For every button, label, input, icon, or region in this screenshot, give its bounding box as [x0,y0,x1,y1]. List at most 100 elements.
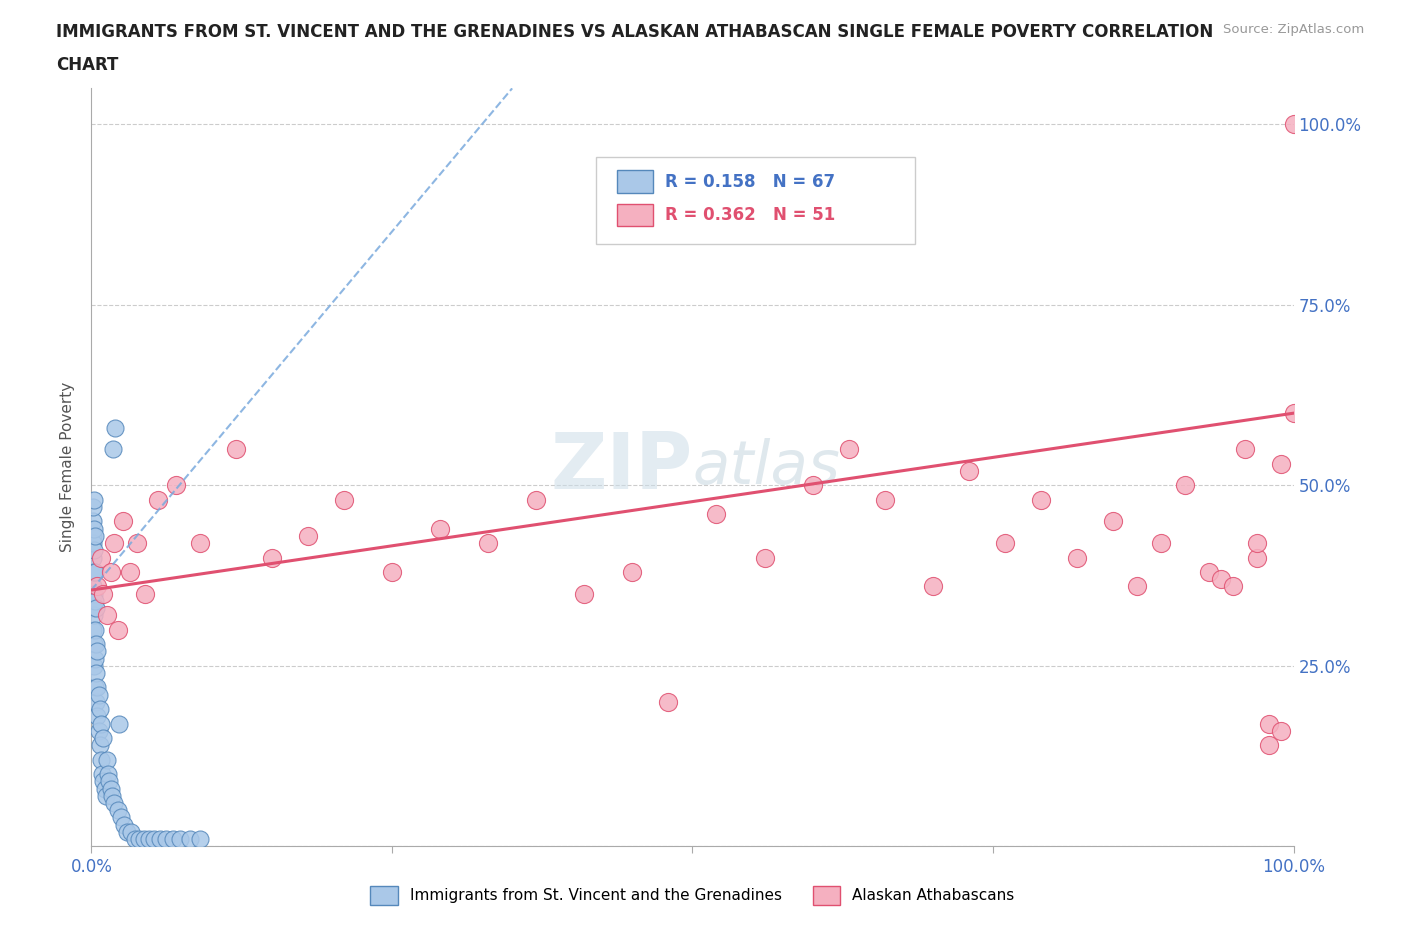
Point [84,622,107,637]
Point [155,831,177,846]
Point [838,442,860,457]
Point [94,789,117,804]
Point [111,514,134,529]
Point [93,774,115,789]
Point [103,536,125,551]
Point [90,716,112,731]
Point [82,528,104,543]
Point [1222,579,1244,594]
Point [84,601,107,616]
Point [82,514,104,529]
Point [1234,442,1257,457]
Point [873,492,896,507]
Point [82,536,104,551]
Point [110,810,132,825]
Text: Source: ZipAtlas.com: Source: ZipAtlas.com [1223,23,1364,36]
Point [1150,536,1173,551]
Point [93,586,115,601]
Point [86,709,108,724]
Point [142,831,165,846]
Point [1270,724,1292,738]
Point [89,737,111,752]
Point [97,766,120,781]
Point [162,831,184,846]
Point [93,731,115,746]
Point [87,724,110,738]
Point [82,499,104,514]
Point [1174,478,1197,493]
Point [1258,737,1281,752]
Point [82,551,104,565]
Point [657,695,679,710]
Point [86,644,108,658]
Point [1246,536,1268,551]
Point [100,781,122,796]
Point [98,774,121,789]
Point [104,420,127,435]
Point [477,536,499,551]
FancyBboxPatch shape [596,156,915,244]
Point [84,528,107,543]
Point [429,521,451,536]
Point [83,521,105,536]
Point [107,803,129,817]
Point [381,565,404,579]
Point [146,492,169,507]
Point [524,492,547,507]
Point [83,565,105,579]
Point [101,789,124,804]
Point [96,752,118,767]
Point [84,680,107,695]
Point [225,442,247,457]
Point [96,608,118,623]
Point [994,536,1017,551]
Point [922,579,945,594]
Point [1198,565,1220,579]
Bar [617,204,652,226]
Point [101,442,124,457]
Point [112,817,135,832]
Point [297,528,319,543]
Text: atlas: atlas [692,438,841,497]
Point [1066,551,1088,565]
Point [621,565,644,579]
Point [90,752,112,767]
Point [1282,405,1305,420]
Text: CHART: CHART [56,56,118,73]
Point [103,795,125,810]
Point [83,492,105,507]
Point [1258,716,1281,731]
Point [188,831,211,846]
Point [107,622,129,637]
Point [84,565,107,579]
Point [82,565,104,579]
Point [260,551,283,565]
Point [83,586,105,601]
Point [83,658,105,673]
Point [165,478,187,493]
Point [83,608,105,623]
Point [128,831,150,846]
Point [117,824,139,839]
Bar [617,170,652,193]
Point [82,579,104,594]
Point [1029,492,1052,507]
Point [188,536,211,551]
Point [574,586,596,601]
Point [138,831,160,846]
Point [82,601,104,616]
Point [1102,514,1125,529]
Point [108,716,131,731]
Legend: Immigrants from St. Vincent and the Grenadines, Alaskan Athabascans: Immigrants from St. Vincent and the Gren… [364,880,1021,910]
Point [125,536,148,551]
Point [82,622,104,637]
Point [82,586,104,601]
Point [1246,551,1268,565]
Point [84,593,107,608]
Point [87,687,110,702]
Point [100,565,122,579]
Point [118,565,141,579]
Point [754,551,776,565]
Point [179,831,201,846]
Point [120,824,142,839]
